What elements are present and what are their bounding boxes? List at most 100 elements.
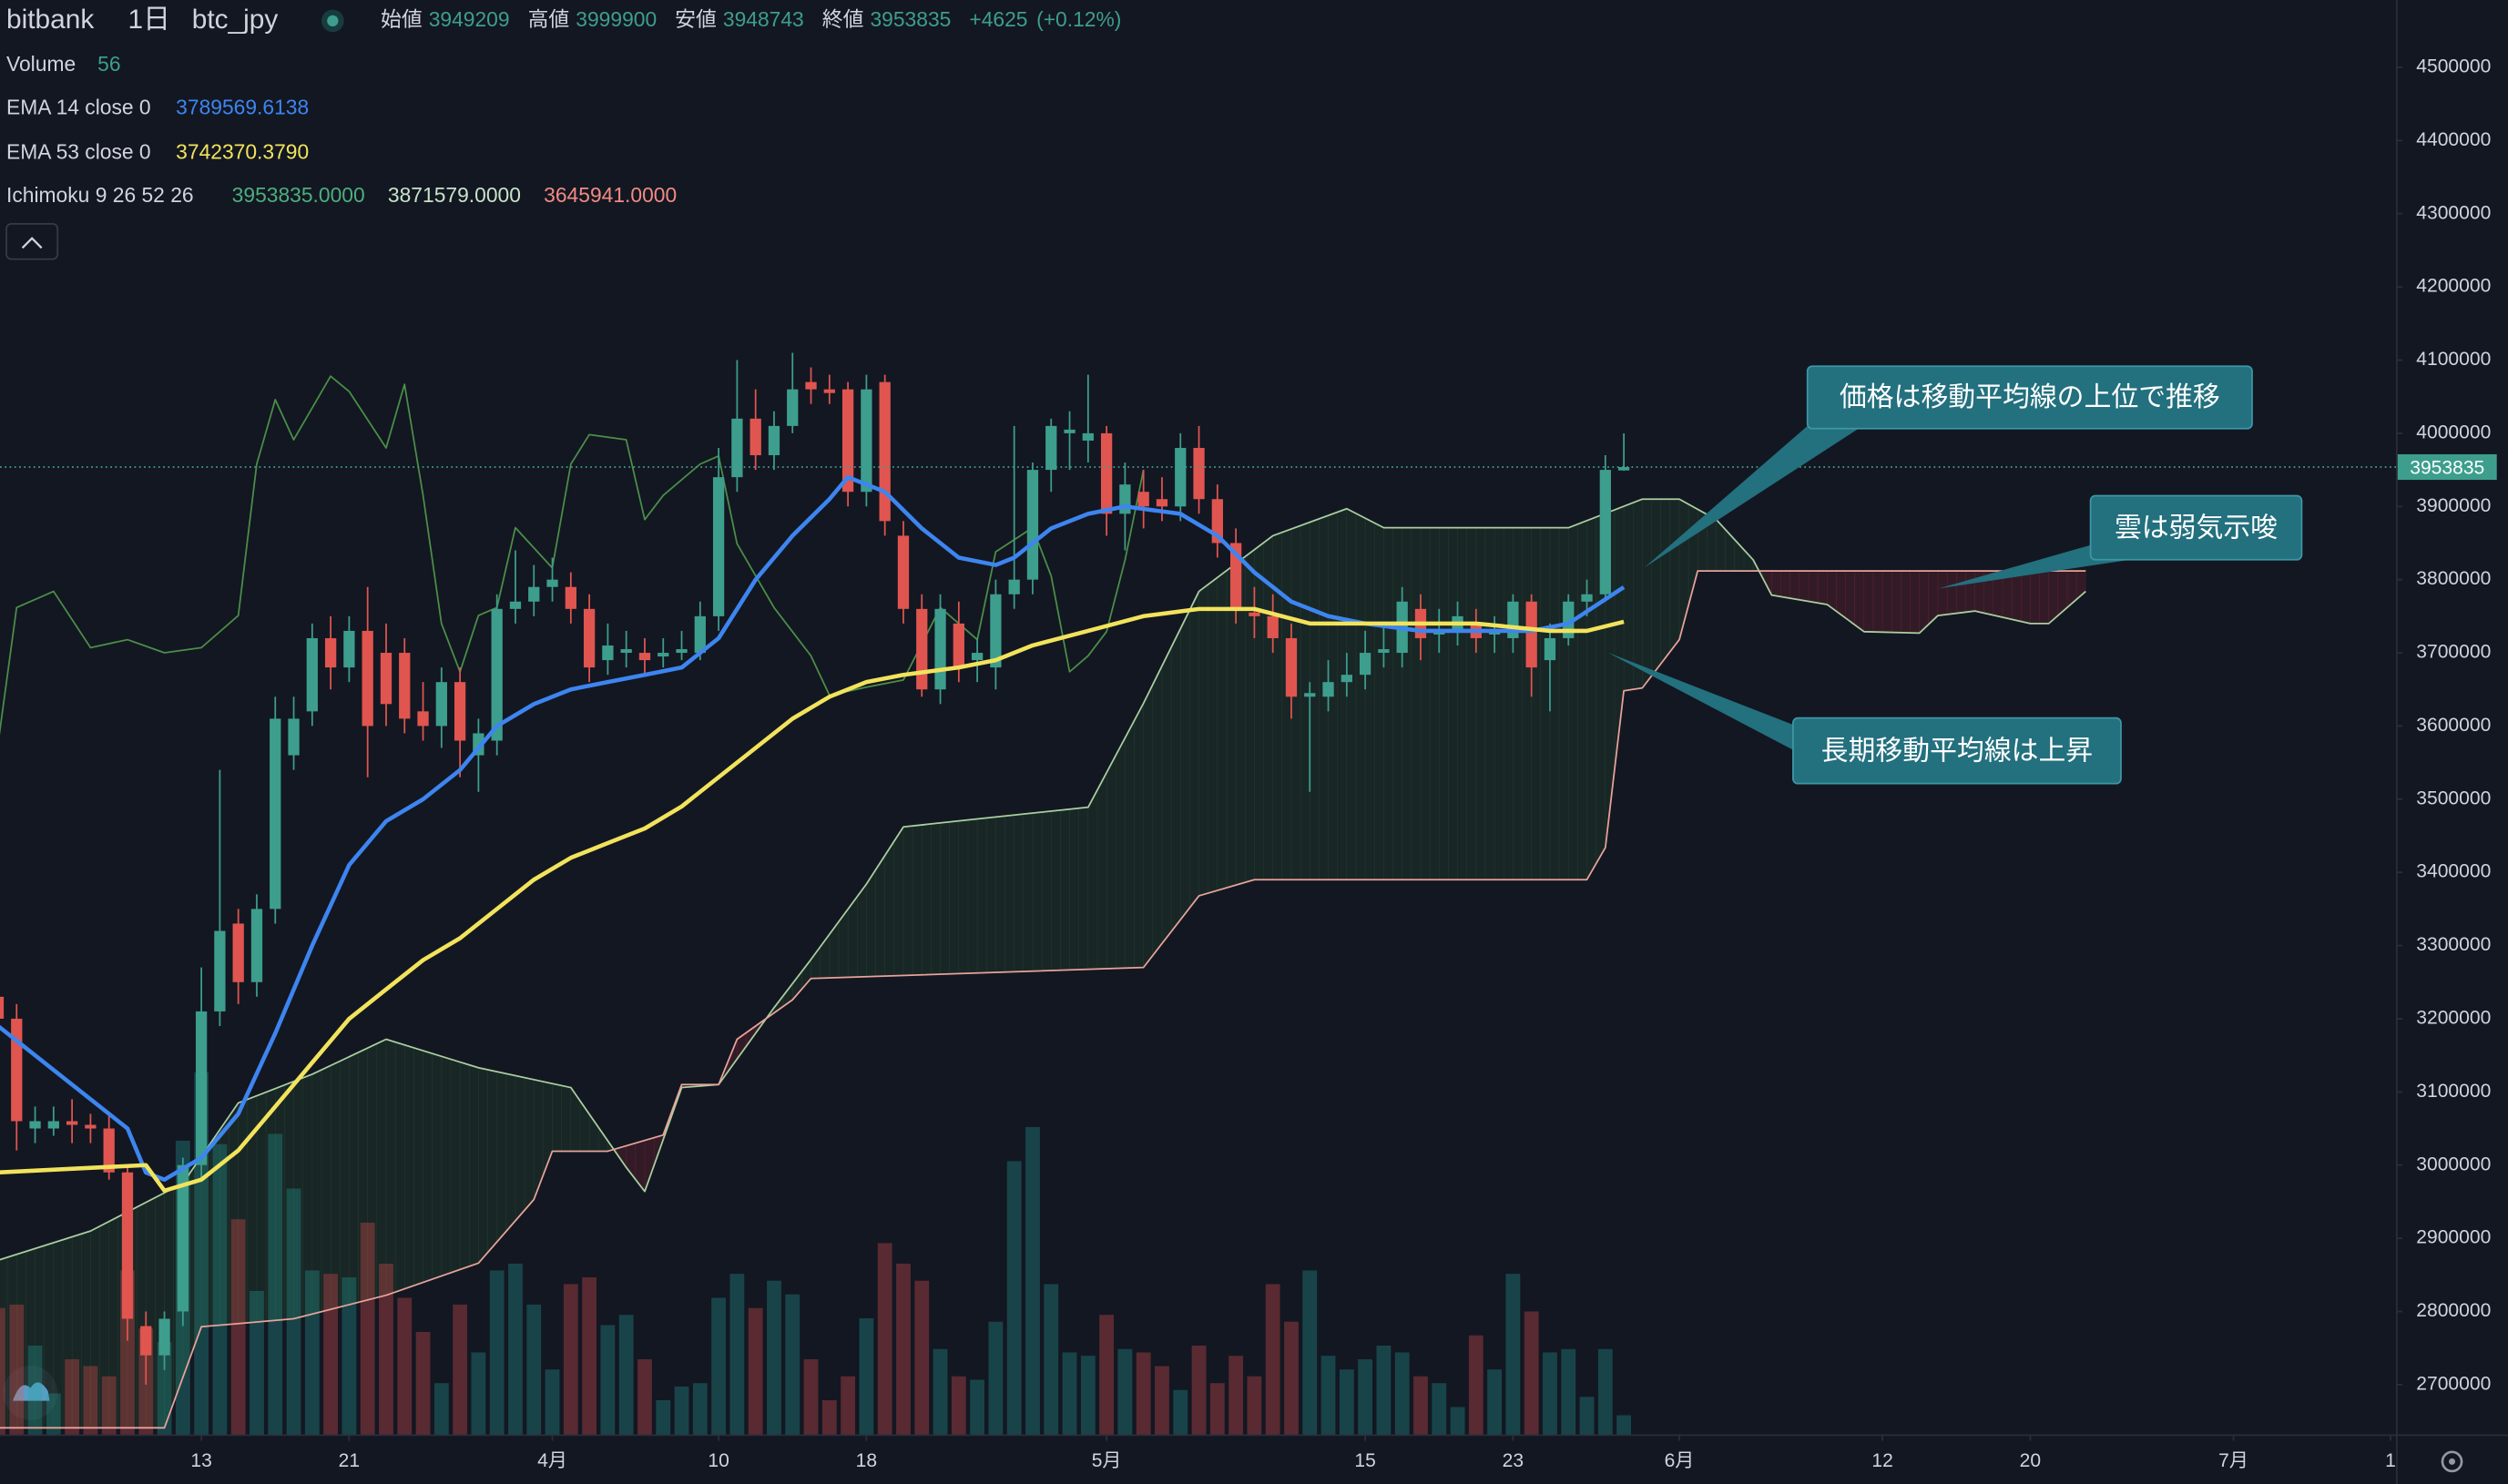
y-tick-label: 3200000 [2416,1008,2491,1029]
volume-bar [656,1400,671,1435]
candle-body [1045,425,1057,471]
cloud [1198,584,1208,897]
ohlc-value: 3999900 [576,7,657,31]
cloud [1946,570,1957,615]
settings-icon[interactable] [2441,1450,2463,1473]
cloud [441,1055,452,1276]
cloud [1078,807,1089,971]
x-tick-label: 21 [339,1450,360,1471]
volume-bar [453,1304,468,1435]
change: +4625 [969,7,1027,31]
y-tick-label: 4200000 [2416,276,2491,297]
volume-bar [785,1294,800,1435]
candle-body [546,579,558,587]
candle-body [103,1128,115,1173]
ema-value: 3742370.3790 [176,140,309,164]
cloud [847,896,858,978]
cloud [1558,527,1569,880]
cloud [1854,570,1865,633]
candle-body [1193,447,1205,500]
volume-bar [1284,1321,1299,1435]
ohlc-label: 始値 [381,7,423,31]
volume-bar [1468,1335,1483,1435]
candle-body [1341,675,1352,683]
volume-bar [1450,1407,1465,1435]
x-tick-label: 4月 [537,1450,567,1471]
volume-bar [250,1290,264,1435]
candle-body [749,418,761,456]
cloud [1337,508,1348,880]
cloud [1586,516,1596,881]
volume-bar [1413,1376,1428,1435]
cloud [1448,527,1458,880]
volume-bar [545,1369,560,1435]
volume-bar [1265,1284,1280,1435]
volume-bar [1543,1352,1557,1435]
volume-bar [1597,1348,1613,1435]
callout-pointer [1938,544,2131,589]
candle-body [934,608,946,690]
volume-bar [767,1280,781,1435]
x-tick-label: 12 [1871,1450,1892,1471]
volume-bar [268,1133,283,1435]
cloud [1475,527,1486,880]
volume-bar [27,1345,43,1435]
x-tick-label: 6月 [1665,1450,1695,1471]
candle-body [1026,470,1039,580]
y-tick-label: 3800000 [2416,568,2491,589]
leading-span-a [0,498,2086,1261]
candle-body [121,1172,134,1319]
volume-bar [1117,1348,1133,1435]
volume-bar [674,1386,689,1435]
cloud [1808,570,1819,604]
volume-bar [379,1263,393,1435]
candle-body [1008,579,1020,595]
cloud [1466,527,1477,880]
candle-body [528,586,540,602]
candle-body [879,381,891,522]
candle-body [1599,470,1611,595]
candle-body [1322,682,1334,697]
y-tick-label: 3300000 [2416,934,2491,955]
volume-bar [508,1263,523,1435]
volume-bar [803,1358,819,1435]
volume-bar [1394,1352,1410,1435]
volume-bar [304,1270,320,1435]
collapse-button[interactable] [5,223,59,260]
cloud [1457,527,1467,880]
ema-name: EMA 53 close 0 [6,140,151,164]
volume-bar [65,1358,80,1435]
candle-body [306,637,318,712]
cloud [1096,772,1107,970]
volume-bar [821,1400,837,1435]
cloud [376,1039,387,1298]
cloud [1845,570,1855,625]
cloud [1438,527,1449,880]
volume-bar [101,1376,117,1435]
candle-body [380,653,393,705]
candle-body [1100,432,1113,514]
y-tick-label: 2800000 [2416,1300,2491,1321]
cloud [1660,498,1671,665]
volume-bar [1616,1415,1632,1435]
volume-bar [582,1276,597,1435]
cloud [1060,808,1070,971]
cloud [2048,570,2059,625]
cloud [1115,737,1126,969]
volume-bar [1339,1369,1354,1435]
candle-body [1267,615,1279,638]
cloud [524,1077,535,1211]
volume-bar [9,1304,25,1435]
last-price-label: 3953835 [2410,457,2484,478]
candle-body [362,630,373,727]
cloud [413,1047,423,1286]
pair: btc_jpy [192,5,279,35]
callout-box [1792,717,2122,785]
cloud [2039,570,2049,625]
cloud [478,1067,488,1265]
ichimoku-name: Ichimoku 9 26 52 26 [6,183,194,207]
cloud [1004,814,1014,972]
candle-body [158,1318,170,1356]
